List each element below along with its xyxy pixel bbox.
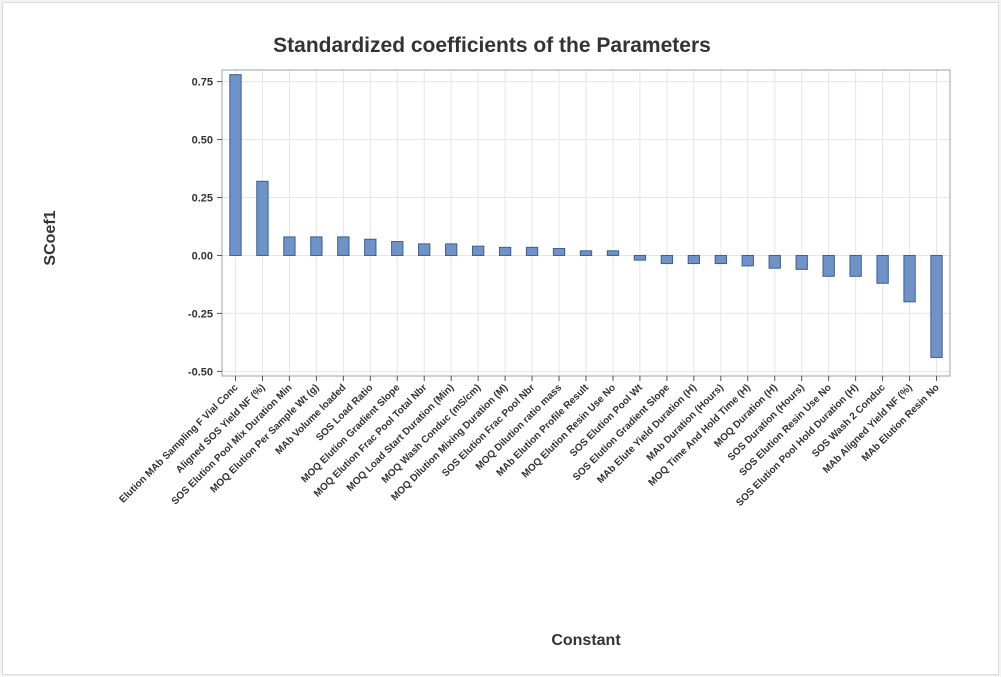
bar — [579, 250, 593, 256]
bar — [876, 254, 889, 284]
bar — [283, 236, 296, 256]
bar — [256, 180, 269, 256]
bar — [768, 254, 781, 269]
bar — [849, 254, 862, 277]
chart-title: Standardized coefficients of the Paramet… — [273, 34, 711, 57]
bar — [337, 236, 350, 256]
bar — [822, 254, 835, 277]
y-tick-label: 0.25 — [192, 193, 213, 205]
bar — [606, 250, 620, 256]
y-axis-title: SCoef1 — [42, 210, 59, 265]
bar — [471, 245, 485, 256]
bar — [741, 254, 754, 267]
x-axis-title: Constant — [551, 632, 621, 649]
bar — [418, 243, 431, 256]
x-tick-label: MOQ Wash Conduc (mS/cm) — [380, 382, 483, 485]
x-tick-label: MAb Elute Yield Duration (H) — [595, 382, 699, 486]
bar — [714, 254, 727, 265]
bar — [364, 238, 377, 256]
y-tick-label: -0.25 — [188, 308, 213, 320]
bars — [229, 74, 943, 358]
bar — [687, 254, 701, 265]
x-tick-label: SOS Elution Pool Mix Duration Min — [170, 382, 295, 507]
bar — [633, 254, 647, 261]
y-tick-label: 0.75 — [192, 77, 213, 89]
bar — [391, 241, 404, 256]
y-axis: 0.75 0.50 0.25 0.00 -0.25 -0.50 — [188, 77, 222, 378]
bar — [229, 74, 242, 256]
y-tick-label: 0.50 — [192, 135, 213, 147]
bar — [660, 254, 674, 265]
bar — [525, 246, 539, 256]
bar — [310, 236, 323, 256]
bar — [903, 254, 916, 303]
x-axis: Elution MAb Sampling F Vial ConcAligned … — [117, 376, 942, 509]
bar — [498, 246, 512, 256]
y-tick-label: -0.50 — [188, 366, 213, 378]
bar — [795, 254, 808, 270]
bar — [552, 248, 566, 256]
bar — [445, 243, 458, 256]
y-tick-label: 0.00 — [192, 250, 213, 262]
bar — [930, 254, 943, 358]
gridlines — [222, 70, 950, 376]
